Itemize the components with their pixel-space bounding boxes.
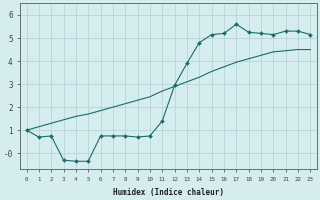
X-axis label: Humidex (Indice chaleur): Humidex (Indice chaleur) <box>113 188 224 197</box>
